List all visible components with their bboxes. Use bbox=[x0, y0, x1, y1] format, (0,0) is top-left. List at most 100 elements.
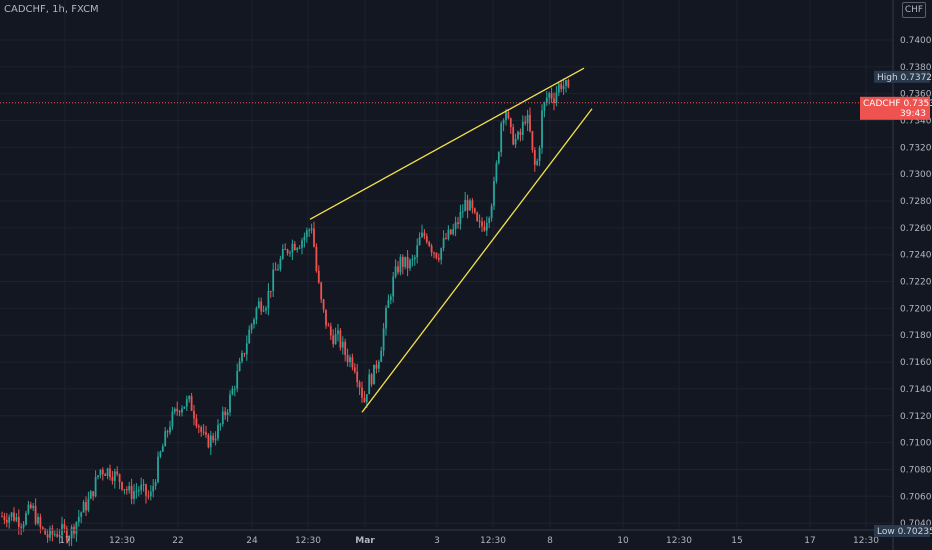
current-price-label-bg bbox=[860, 96, 930, 120]
candle-body bbox=[368, 374, 371, 395]
candle-body bbox=[32, 505, 35, 509]
trendlines[interactable] bbox=[309, 67, 593, 413]
candle-body bbox=[267, 290, 270, 309]
candle-body bbox=[209, 435, 212, 448]
candle-body bbox=[560, 83, 563, 90]
candle-body bbox=[380, 350, 383, 362]
candle-body bbox=[433, 252, 435, 254]
candle-body bbox=[10, 512, 13, 517]
candle-body bbox=[75, 521, 78, 534]
candle-body bbox=[128, 485, 131, 491]
candle-body bbox=[495, 163, 498, 182]
candle-body bbox=[118, 474, 121, 483]
candle-body bbox=[363, 397, 366, 402]
candle-body bbox=[490, 205, 493, 219]
time-axis[interactable]: 17 12:30 22 24 12:30 Mar 3 12:30 8 10 12:30 15 17 12:… bbox=[59, 536, 879, 546]
candle-body bbox=[111, 477, 114, 481]
candle-body bbox=[375, 364, 378, 369]
candle-body bbox=[284, 248, 287, 250]
candle-body bbox=[147, 495, 150, 497]
candle-body bbox=[447, 229, 450, 239]
candle-body bbox=[157, 456, 159, 483]
candle-body bbox=[454, 222, 457, 230]
candle-body bbox=[166, 431, 169, 433]
candle-body bbox=[524, 121, 527, 124]
candle-body bbox=[377, 361, 380, 369]
candle-body bbox=[344, 341, 347, 356]
candle-body bbox=[65, 528, 68, 541]
candle-body bbox=[493, 181, 495, 206]
candle-body bbox=[459, 212, 462, 224]
candle-body bbox=[310, 228, 313, 231]
x-tick-label: 12:30 bbox=[109, 536, 135, 546]
candle-body bbox=[346, 355, 349, 363]
candle-body bbox=[562, 85, 565, 90]
lower-trendline[interactable] bbox=[361, 108, 593, 413]
candle-body bbox=[445, 237, 447, 239]
candle-body bbox=[457, 222, 459, 224]
candle-body bbox=[500, 123, 503, 153]
candle-body bbox=[488, 218, 491, 223]
candle-body bbox=[212, 435, 215, 441]
candle-body bbox=[89, 491, 92, 499]
candle-body bbox=[423, 232, 426, 237]
candle-body bbox=[142, 484, 145, 486]
candle-body bbox=[485, 222, 488, 231]
candle-body bbox=[176, 408, 179, 412]
candle-body bbox=[281, 248, 284, 259]
candle-body bbox=[221, 411, 224, 425]
candle-body bbox=[188, 396, 191, 400]
x-tick-label: 12:30 bbox=[666, 536, 692, 546]
candle-body bbox=[416, 245, 419, 258]
candle-body bbox=[313, 228, 315, 247]
candle-body bbox=[49, 528, 51, 538]
candle-body bbox=[200, 427, 203, 432]
candle-body bbox=[154, 482, 157, 487]
upper-trendline[interactable] bbox=[309, 67, 585, 220]
candle-body bbox=[301, 240, 303, 248]
candle-body bbox=[421, 232, 423, 238]
candle-body bbox=[13, 512, 15, 521]
candle-body bbox=[250, 324, 253, 330]
candle-body bbox=[337, 330, 339, 334]
candle-body bbox=[442, 237, 445, 249]
candle-body bbox=[255, 308, 258, 320]
candle-body bbox=[394, 266, 397, 277]
candle-body bbox=[25, 513, 27, 525]
candle-body bbox=[517, 131, 519, 139]
candle-body bbox=[471, 200, 474, 209]
candle-body bbox=[507, 112, 510, 119]
candle-body bbox=[428, 242, 431, 246]
candle-body bbox=[51, 528, 54, 535]
candle-body bbox=[34, 505, 37, 524]
candle-body bbox=[565, 80, 567, 86]
currency-button[interactable]: CHF bbox=[902, 2, 926, 18]
candle-body bbox=[512, 127, 515, 145]
candle-body bbox=[351, 357, 354, 368]
x-tick-label: 3 bbox=[434, 536, 440, 546]
x-tick-label: 12:30 bbox=[295, 536, 321, 546]
candle-body bbox=[413, 257, 416, 260]
candle-body bbox=[1, 516, 3, 518]
candle-body bbox=[406, 256, 409, 269]
symbol-header: CADCHF, 1h, FXCM bbox=[4, 4, 99, 15]
candle-body bbox=[533, 149, 536, 165]
candle-body bbox=[145, 484, 147, 496]
x-tick-label: 8 bbox=[547, 536, 553, 546]
candle-body bbox=[229, 394, 231, 413]
candle-body bbox=[262, 310, 265, 312]
candle-body bbox=[39, 516, 42, 528]
candle-body bbox=[358, 382, 361, 388]
candle-body bbox=[550, 93, 553, 99]
candle-body bbox=[567, 80, 570, 88]
candle-body bbox=[137, 490, 140, 492]
candle-body bbox=[505, 112, 507, 121]
candle-body bbox=[27, 504, 30, 514]
candle-body bbox=[265, 308, 267, 311]
